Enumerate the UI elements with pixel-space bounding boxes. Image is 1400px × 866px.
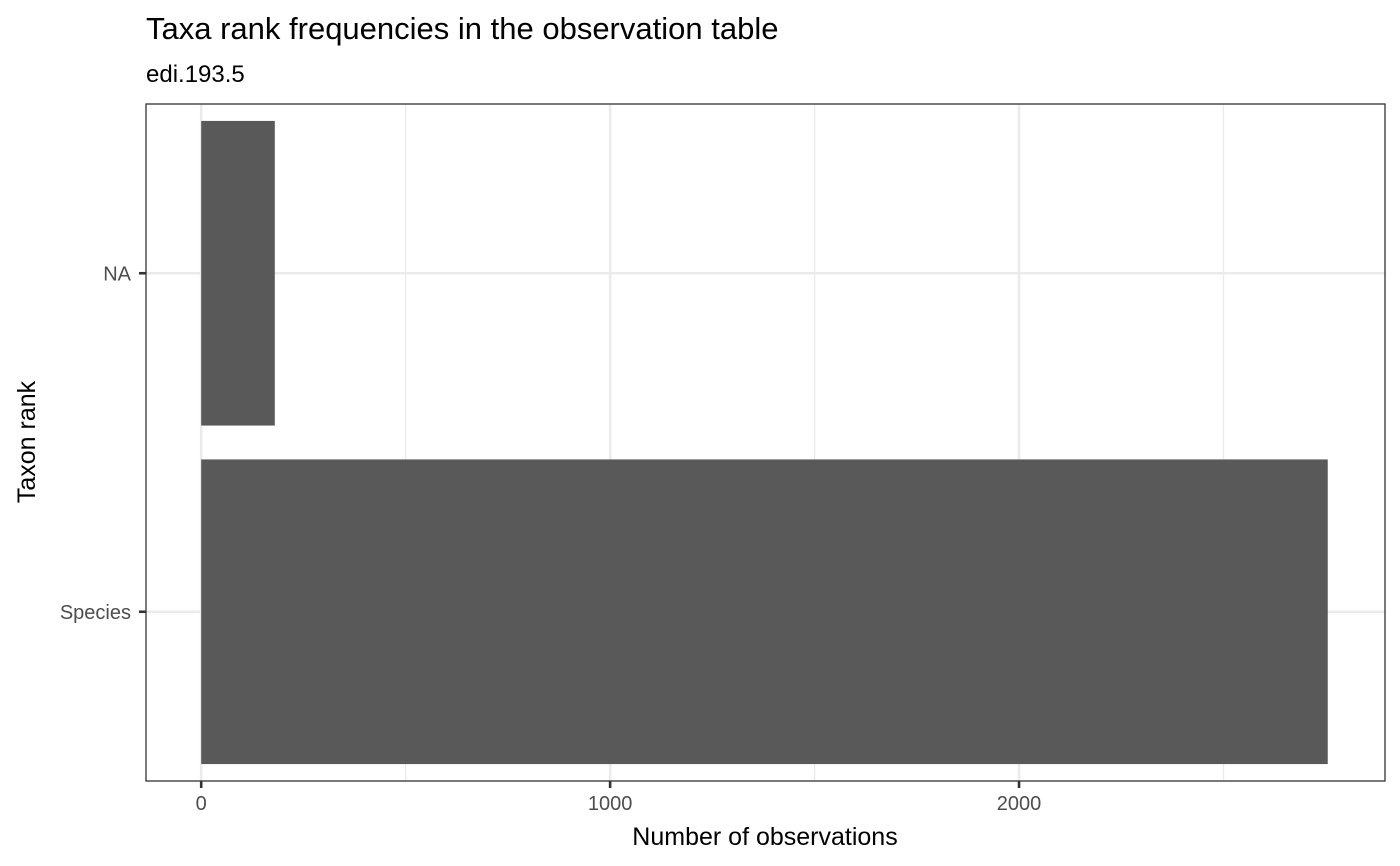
panel-border [145, 103, 1386, 782]
plot-panel: 0 1000 2000 Species NA [60, 103, 1386, 815]
x-tick-label: 2000 [997, 793, 1042, 815]
x-tick-label: 0 [196, 793, 207, 815]
y-axis-title: Taxon rank [13, 380, 41, 503]
y-tick-label: NA [103, 263, 131, 285]
bar-species [201, 459, 1328, 765]
x-tick-label: 1000 [588, 793, 633, 815]
x-axis-title: Number of observations [632, 823, 897, 851]
bar-na [201, 120, 275, 426]
chart-subtitle: edi.193.5 [146, 61, 245, 88]
chart-title: Taxa rank frequencies in the observation… [146, 11, 778, 46]
y-tick-label: Species [60, 602, 131, 624]
